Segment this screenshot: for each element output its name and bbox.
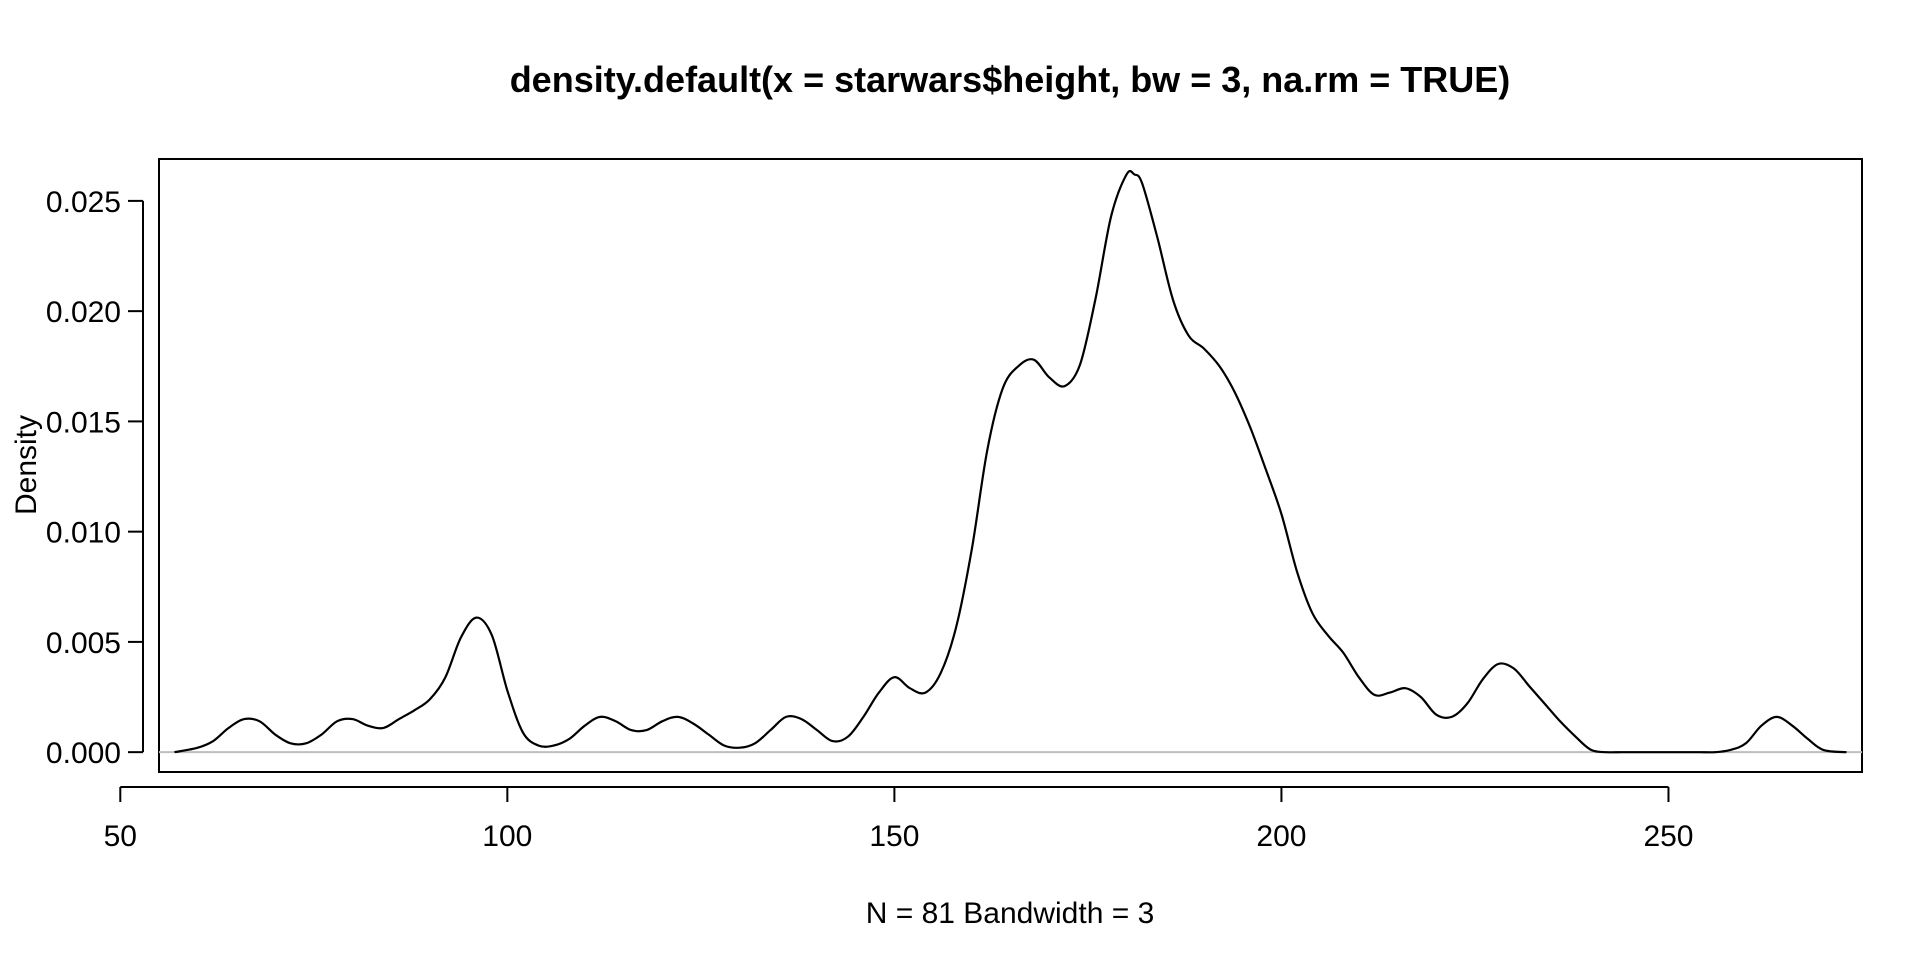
x-axis-label: N = 81 Bandwidth = 3 bbox=[866, 897, 1155, 930]
y-tick-label: 0.010 bbox=[46, 517, 121, 550]
density-curve bbox=[174, 169, 1847, 754]
x-tick-label: 150 bbox=[869, 820, 919, 853]
y-tick-label: 0.000 bbox=[46, 737, 121, 770]
y-tick-label: 0.020 bbox=[46, 296, 121, 329]
y-tick-label: 0.015 bbox=[46, 406, 121, 439]
x-axis: 50 100 150 200 250 bbox=[104, 786, 1694, 853]
x-tick-label: 250 bbox=[1643, 820, 1693, 853]
x-tick-label: 200 bbox=[1256, 820, 1306, 853]
chart-title: density.default(x = starwars$height, bw … bbox=[510, 59, 1511, 100]
y-axis-label: Density bbox=[10, 415, 43, 515]
x-tick-label: 100 bbox=[482, 820, 532, 853]
y-tick-label: 0.025 bbox=[46, 186, 121, 219]
plot-frame bbox=[158, 158, 1863, 773]
y-axis: 0.000 0.005 0.010 0.015 0.020 0.025 bbox=[46, 186, 144, 770]
y-tick-label: 0.005 bbox=[46, 627, 121, 660]
x-tick-label: 50 bbox=[104, 820, 137, 853]
